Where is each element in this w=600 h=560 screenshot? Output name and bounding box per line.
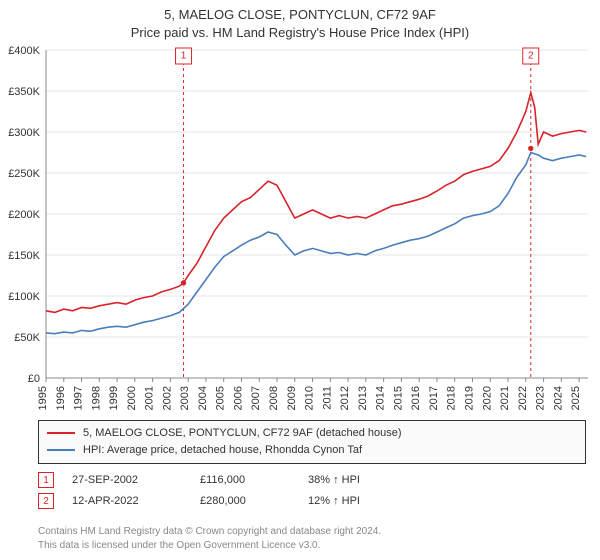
svg-text:2001: 2001: [144, 386, 156, 410]
svg-text:1995: 1995: [37, 386, 49, 410]
legend-box: 5, MAELOG CLOSE, PONTYCLUN, CF72 9AF (de…: [38, 420, 586, 464]
svg-text:2015: 2015: [392, 386, 404, 410]
attribution-line-1: Contains HM Land Registry data © Crown c…: [38, 525, 586, 539]
svg-text:2004: 2004: [197, 386, 209, 410]
attribution: Contains HM Land Registry data © Crown c…: [38, 525, 586, 552]
price-chart: £0 £50K £100K £150K £200K £250K £300K £350K £400…: [0, 44, 600, 414]
svg-text:1996: 1996: [55, 386, 67, 410]
legend-label: 5, MAELOG CLOSE, PONTYCLUN, CF72 9AF (de…: [83, 425, 402, 442]
sale-rows: 1 27-SEP-2002 £116,000 38% ↑ HPI 2 12-APR-202…: [38, 470, 586, 512]
sale-date: 27-SEP-2002: [72, 470, 182, 491]
svg-text:2003: 2003: [179, 386, 191, 410]
sale-marker-flag: 1: [176, 48, 192, 64]
svg-text:£250K: £250K: [8, 168, 40, 180]
svg-text:2021: 2021: [499, 386, 511, 410]
legend-area: 5, MAELOG CLOSE, PONTYCLUN, CF72 9AF (de…: [38, 420, 586, 512]
series-hpi: [46, 153, 586, 334]
svg-text:1: 1: [181, 51, 187, 62]
svg-text:2012: 2012: [339, 386, 351, 410]
sale-date: 12-APR-2022: [72, 491, 182, 512]
sale-row: 2 12-APR-2022 £280,000 12% ↑ HPI: [38, 491, 586, 512]
svg-text:1999: 1999: [108, 386, 120, 410]
svg-text:2: 2: [528, 51, 534, 62]
svg-text:2020: 2020: [481, 386, 493, 410]
svg-text:2022: 2022: [517, 386, 529, 410]
sale-index-badge: 1: [38, 472, 54, 488]
svg-text:2006: 2006: [232, 386, 244, 410]
svg-text:2023: 2023: [535, 386, 547, 410]
svg-text:2014: 2014: [375, 386, 387, 410]
attribution-line-2: This data is licensed under the Open Gov…: [38, 539, 586, 553]
svg-text:1997: 1997: [73, 386, 85, 410]
legend-row: HPI: Average price, detached house, Rhon…: [47, 442, 577, 459]
sale-delta: 12% ↑ HPI: [308, 491, 418, 512]
svg-text:2025: 2025: [570, 386, 582, 410]
sale-row: 1 27-SEP-2002 £116,000 38% ↑ HPI: [38, 470, 586, 491]
svg-text:2007: 2007: [250, 386, 262, 410]
sale-index-badge: 2: [38, 493, 54, 509]
svg-text:£100K: £100K: [8, 291, 40, 303]
svg-text:2018: 2018: [446, 386, 458, 410]
svg-text:2010: 2010: [304, 386, 316, 410]
chart-container: £0 £50K £100K £150K £200K £250K £300K £350K £400…: [0, 44, 600, 414]
svg-text:£50K: £50K: [14, 332, 40, 344]
title-line-2: Price paid vs. HM Land Registry's House …: [10, 24, 590, 42]
legend-swatch: [47, 432, 75, 434]
sale-price: £280,000: [200, 491, 290, 512]
svg-text:2002: 2002: [161, 386, 173, 410]
svg-text:£0: £0: [28, 373, 40, 385]
legend-row: 5, MAELOG CLOSE, PONTYCLUN, CF72 9AF (de…: [47, 425, 577, 442]
svg-text:2019: 2019: [463, 386, 475, 410]
sale-delta: 38% ↑ HPI: [308, 470, 418, 491]
title-line-1: 5, MAELOG CLOSE, PONTYCLUN, CF72 9AF: [10, 6, 590, 24]
svg-text:2000: 2000: [126, 386, 138, 410]
legend-swatch: [47, 449, 75, 451]
svg-text:£200K: £200K: [8, 209, 40, 221]
svg-text:2005: 2005: [215, 386, 227, 410]
svg-text:2008: 2008: [268, 386, 280, 410]
svg-text:2024: 2024: [552, 386, 564, 410]
svg-text:2009: 2009: [286, 386, 298, 410]
svg-text:2017: 2017: [428, 386, 440, 410]
series-property: [46, 93, 586, 313]
svg-text:2011: 2011: [321, 386, 333, 410]
svg-text:2016: 2016: [410, 386, 422, 410]
sale-marker-flag: 2: [523, 48, 539, 64]
svg-text:£300K: £300K: [8, 127, 40, 139]
chart-title: 5, MAELOG CLOSE, PONTYCLUN, CF72 9AF Pri…: [0, 0, 600, 45]
svg-text:£150K: £150K: [8, 250, 40, 262]
svg-text:2013: 2013: [357, 386, 369, 410]
svg-text:£350K: £350K: [8, 86, 40, 98]
legend-label: HPI: Average price, detached house, Rhon…: [83, 442, 362, 459]
svg-text:£400K: £400K: [8, 45, 40, 57]
svg-text:1998: 1998: [90, 386, 102, 410]
sale-price: £116,000: [200, 470, 290, 491]
